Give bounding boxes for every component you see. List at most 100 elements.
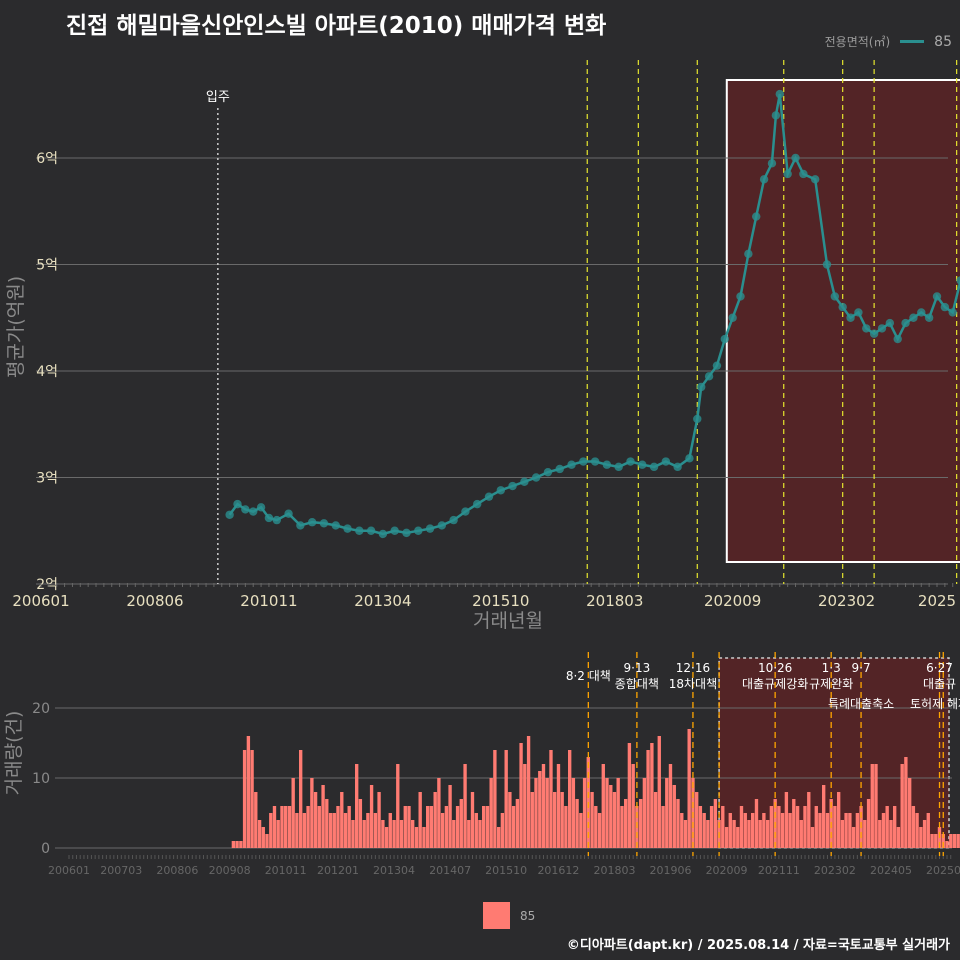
volume-bar [474,813,478,848]
volume-bar [713,799,718,848]
volume-bar [560,792,564,848]
volume-bar [482,806,486,848]
volume-bar [489,778,493,848]
volume-bar [388,813,392,848]
price-point [520,477,529,486]
volume-bar [250,750,254,848]
volume-bar [426,806,430,848]
policy-annotation-text: 10·26 [758,661,792,675]
volume-bar [616,778,620,848]
volume-bar [325,799,329,848]
volume-bar [239,841,243,848]
volume-bar [351,820,355,848]
x-tick-label: 202302 [818,592,875,610]
x-tick-label: 201803 [586,592,643,610]
price-point [924,313,934,322]
volume-bar [728,813,732,848]
volume-bar [261,827,265,848]
price-point [484,492,494,501]
price-point [579,457,588,466]
volume-bar [627,743,632,848]
price-point [862,324,871,333]
volume-bar [665,778,669,848]
volume-bar [956,834,960,848]
volume-bar [698,806,703,848]
price-point [307,518,317,527]
price-point [241,505,250,514]
price-point [830,292,840,301]
volume-bar [403,806,407,848]
price-point [759,175,769,184]
price-point [728,313,737,322]
volume-bar [661,806,665,848]
volume-bar [575,799,579,848]
volume-bar [362,820,366,848]
volume-bar [493,750,497,848]
volume-bar [784,792,789,848]
volume-bar [919,827,923,848]
volume-bar [579,813,583,848]
price-point [531,473,541,482]
price-point [767,159,777,168]
volume-bar [605,778,609,848]
volume-bar [377,792,381,848]
volume-bar [949,834,953,848]
price-point [693,414,702,424]
volume-bar [478,820,482,848]
volume-bar [709,806,714,848]
price-point [272,515,281,525]
price-point [932,292,942,301]
price-point [264,513,274,523]
price-point [508,481,517,491]
volume-bar [799,820,803,848]
volume-bar [272,806,277,848]
price-point [319,519,329,528]
x-tick-label-bottom: 202302 [814,864,856,877]
volume-bar [411,820,415,848]
price-point [555,464,564,474]
volume-bar [347,806,351,848]
volume-bar [549,750,553,848]
x-tick-label: 201510 [472,592,529,610]
volume-bar [668,764,673,848]
price-point [744,249,753,259]
volume-bar [911,806,916,848]
price-point [877,324,887,333]
policy-annotation-text: 1·3 [822,661,841,675]
price-point [473,499,482,509]
policy-annotation-text: 18차대책 [669,676,717,691]
volume-bar [896,827,901,848]
price-point [602,460,612,469]
volume-bar [657,736,661,848]
volume-bar [952,834,957,848]
volume-bar [736,827,740,848]
y-tick-label-bottom: 0 [41,841,50,857]
price-point [791,153,800,163]
volume-bar [792,799,796,848]
volume-bar [855,813,860,848]
price-point [402,528,411,538]
volume-bar [467,820,471,848]
price-point [543,467,553,477]
price-point [284,509,293,518]
volume-bar [396,764,400,848]
volume-bar [672,785,676,848]
volume-bar [762,813,766,848]
price-point [869,329,879,338]
volume-bar [291,778,295,848]
price-point [461,507,470,516]
volume-bar [893,806,897,848]
volume-bar [848,813,852,848]
volume-bar [422,827,426,848]
volume-bar [280,806,284,848]
price-point [390,526,399,535]
price-point [885,318,895,328]
volume-bar [295,813,299,848]
volume-bar [870,764,874,848]
volume-bar [373,813,378,848]
policy-annotation-text: 대출규 [923,677,956,691]
x-axis-title: 거래년월 [473,610,543,632]
volume-bar [930,834,934,848]
volume-bar [508,792,512,848]
